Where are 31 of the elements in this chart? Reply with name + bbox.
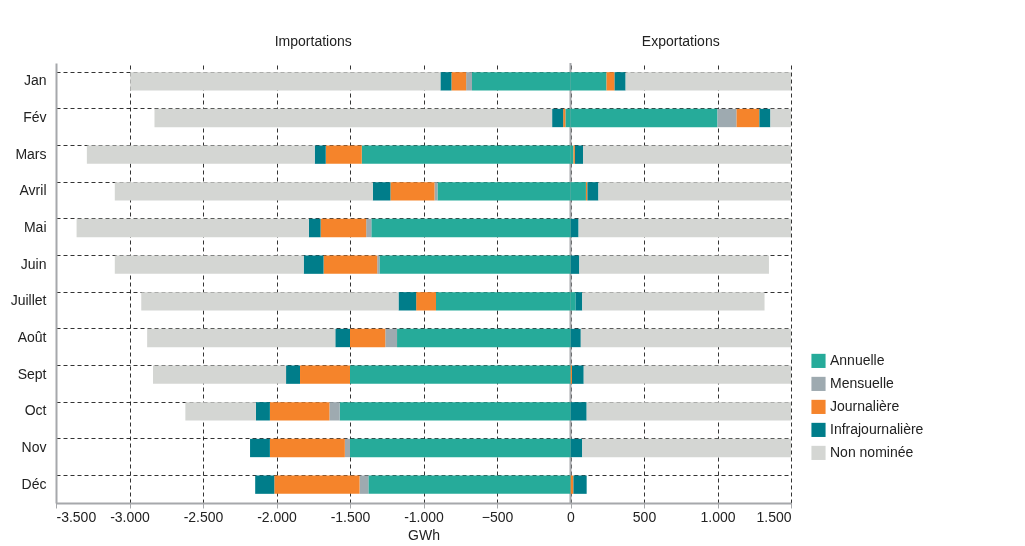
x-axis-title: GWh [408, 526, 440, 543]
y-tick-label: Juillet [10, 292, 47, 309]
x-tick-label: -2.500 [183, 508, 224, 525]
x-tick-label: -1.500 [330, 508, 371, 525]
y-tick-label: Fév [23, 109, 47, 125]
y-tick-label: Sept [17, 365, 47, 382]
y-tick-label: Mars [15, 145, 47, 162]
y-tick-label: Déc [21, 475, 47, 492]
legend-label: Mensuelle [830, 374, 895, 391]
x-tick-label: 0 [567, 508, 576, 525]
x-tick-label: −500 [481, 508, 514, 525]
y-tick-label: Août [17, 329, 47, 345]
x-tick-label: -3.000 [110, 508, 151, 525]
y-tick-label: Nov [21, 439, 47, 455]
x-tick-label: 500 [632, 508, 657, 525]
text: Importations [274, 33, 352, 49]
legend-label: Journalière [830, 397, 900, 414]
x-tick-label: 1.500 [756, 508, 792, 525]
legend-label: Annuelle [830, 351, 885, 368]
y-tick-label: Juin [20, 255, 47, 272]
text: Exportations [641, 33, 720, 49]
legend-label: Non nominée [830, 443, 914, 460]
x-tick-label: -1.000 [404, 508, 445, 525]
y-tick-label: Jan [23, 72, 47, 89]
x-tick-label: -2.000 [257, 508, 298, 525]
y-tick-label: Avril [19, 182, 47, 199]
y-tick-label: Oct [24, 402, 47, 419]
legend-label: Infrajournalière [830, 420, 924, 437]
x-tick-label: 1.000 [700, 508, 736, 525]
y-tick-label: Mai [23, 219, 47, 235]
x-tick-label: -3.500 [56, 508, 97, 525]
